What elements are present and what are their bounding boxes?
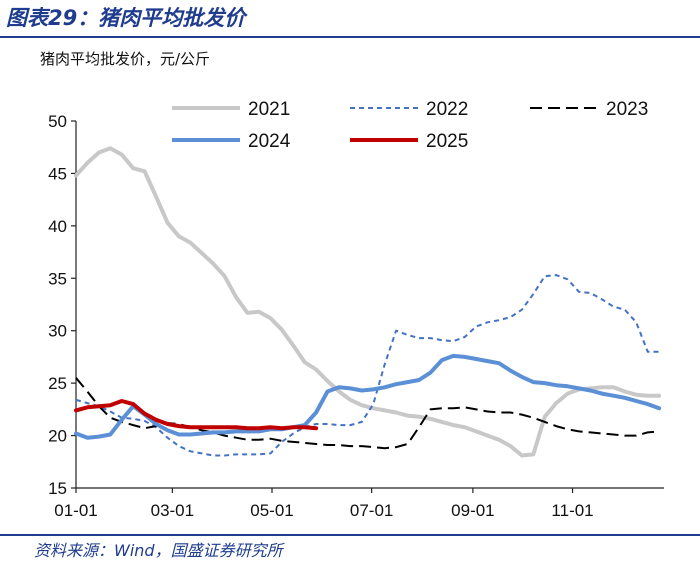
y-tick-label: 40 <box>48 217 67 236</box>
source-note: 资料来源：Wind，国盛证券研究所 <box>34 541 283 560</box>
title-divider <box>0 36 700 38</box>
y-tick-label: 30 <box>48 322 67 341</box>
y-tick-label: 20 <box>48 427 67 446</box>
series-line-2024 <box>74 353 662 440</box>
y-tick-label: 25 <box>48 374 67 393</box>
legend-label-2024: 2024 <box>248 131 291 152</box>
x-tick-label: 05-01 <box>250 501 293 520</box>
y-tick-label: 45 <box>48 164 67 183</box>
legend-label-2025: 2025 <box>426 131 468 152</box>
x-tick-label: 11-01 <box>551 501 593 520</box>
legend-label-2022: 2022 <box>426 99 468 120</box>
footer-divider <box>0 534 700 536</box>
series-line-2022 <box>75 274 660 457</box>
x-tick-label: 09-01 <box>451 501 494 520</box>
x-tick-label: 01-01 <box>54 501 97 520</box>
legend-label-2023: 2023 <box>606 99 648 120</box>
y-tick-label: 50 <box>48 112 67 131</box>
series-line-2021 <box>74 146 662 458</box>
y-tick-label: 35 <box>48 269 67 288</box>
unit-label: 猪肉平均批发价，元/公斤 <box>40 50 211 68</box>
y-tick-label: 15 <box>48 479 67 498</box>
legend-label-2021: 2021 <box>248 99 290 120</box>
figure-title: 图表29：猪肉平均批发价 <box>6 6 246 30</box>
x-tick-label: 03-01 <box>151 501 194 520</box>
series-line-2025 <box>74 399 319 431</box>
x-tick-label: 07-01 <box>350 501 393 520</box>
